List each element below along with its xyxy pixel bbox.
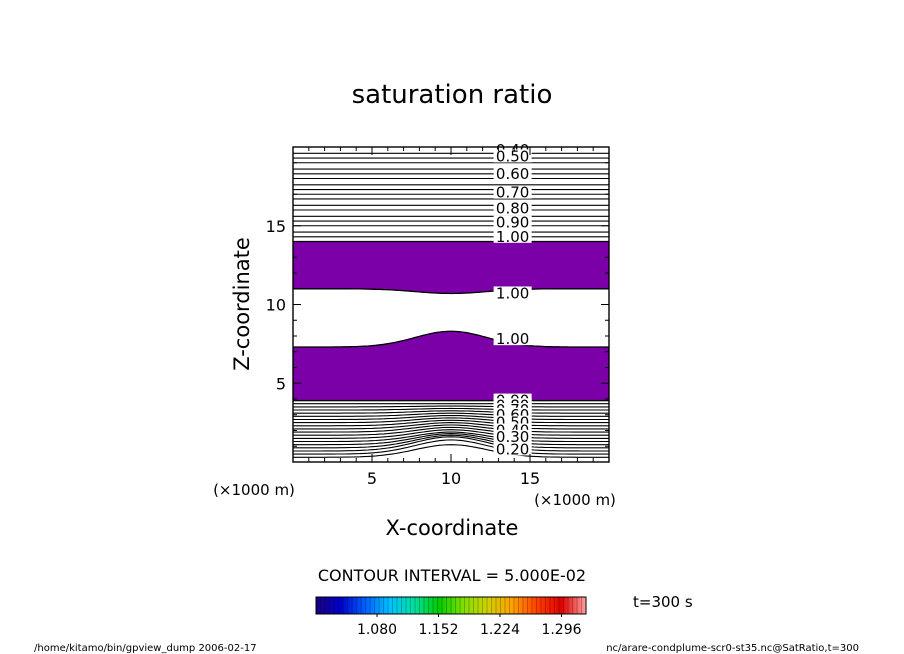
contour-line bbox=[293, 436, 609, 452]
z-tick-label: 15 bbox=[266, 217, 286, 236]
x-unit-label: (×1000 m) bbox=[534, 491, 616, 509]
contour-line bbox=[293, 417, 609, 424]
z-tick-label: 5 bbox=[276, 374, 286, 393]
contour-label-bg bbox=[493, 332, 532, 346]
time-label: t=300 s bbox=[633, 593, 693, 611]
contour-line bbox=[293, 288, 609, 295]
contour-line bbox=[293, 412, 609, 417]
contour-label-group: 0.20 bbox=[493, 440, 532, 458]
contour-line bbox=[293, 405, 609, 408]
contour-label-group: 1.00 bbox=[493, 330, 532, 348]
contour-label: 0.60 bbox=[496, 165, 529, 183]
z-axis-label: Z-coordinate bbox=[230, 237, 254, 371]
contour-label: 1.00 bbox=[496, 228, 529, 246]
contour-line bbox=[293, 429, 609, 439]
footer-left: /home/kitamo/bin/gpview_dump 2006-02-17 bbox=[34, 643, 257, 654]
x-tick-label: 15 bbox=[520, 469, 540, 488]
contour-line bbox=[293, 424, 609, 433]
contour-label-bg bbox=[493, 149, 532, 163]
contour-label-group: 0.70 bbox=[493, 184, 532, 202]
contour-label-bg bbox=[493, 229, 532, 243]
x-tick-label: 5 bbox=[367, 469, 377, 488]
contour-label-group: 0.80 bbox=[493, 199, 532, 217]
contour-label-bg bbox=[493, 215, 532, 229]
contour-line bbox=[293, 426, 609, 436]
colorbar-tick-label: 1.152 bbox=[418, 622, 458, 638]
colorbar: 1.080 1.152 1.224 1.296 bbox=[315, 596, 587, 638]
contour-label: 0.20 bbox=[496, 440, 529, 458]
z-tick-label: 10 bbox=[266, 296, 286, 315]
contour-label: 0.70 bbox=[496, 184, 529, 202]
footer-right: nc/arare-condplume-scr0-st35.nc@SatRatio… bbox=[606, 643, 859, 654]
contour-label: 0.30 bbox=[496, 428, 529, 446]
contour-label-bg bbox=[493, 201, 532, 215]
contour-line bbox=[293, 410, 609, 414]
colorbar-tick-label: 1.296 bbox=[541, 622, 581, 638]
contour-label: 0.50 bbox=[496, 147, 529, 165]
contour-label-group: 0.30 bbox=[493, 428, 532, 446]
contour-label: 1.00 bbox=[496, 330, 529, 348]
contour-line bbox=[293, 419, 609, 427]
contour-label: 1.00 bbox=[496, 284, 529, 302]
contour-label-group: 0.50 bbox=[493, 147, 532, 165]
contour-line bbox=[293, 414, 609, 421]
contour-line bbox=[293, 422, 609, 430]
shaded-region-upper bbox=[293, 241, 609, 294]
colorbar-tick-label: 1.080 bbox=[357, 622, 397, 638]
contour-label-group: 0.60 bbox=[493, 165, 532, 183]
contour-label-bg bbox=[493, 442, 532, 456]
colorbar-tick-label: 1.224 bbox=[480, 622, 520, 638]
contour-line bbox=[293, 439, 609, 455]
contour-label-bg bbox=[493, 166, 532, 180]
chart-title: saturation ratio bbox=[352, 80, 553, 110]
contour-line bbox=[293, 433, 609, 446]
contour-label-bg bbox=[493, 429, 532, 443]
plot-area: 0.400.500.600.700.800.901.001.001.000.90… bbox=[266, 141, 610, 488]
contour-label: 0.80 bbox=[496, 199, 529, 217]
x-axis-label: X-coordinate bbox=[386, 516, 519, 540]
contour-label-group: 1.00 bbox=[493, 228, 532, 246]
z-unit-label: (×1000 m) bbox=[213, 481, 295, 499]
shaded-region-lower bbox=[293, 331, 609, 401]
contour-line bbox=[293, 444, 609, 458]
contour-line bbox=[293, 330, 609, 348]
contour-line bbox=[293, 434, 609, 449]
contour-label-bg bbox=[493, 185, 532, 199]
contour-label-group: 0.90 bbox=[493, 214, 532, 232]
contour-label-bg bbox=[493, 286, 532, 300]
contour-interval-label: CONTOUR INTERVAL = 5.000E-02 bbox=[318, 566, 586, 585]
contour-line bbox=[293, 407, 609, 411]
contour-label-group: 1.00 bbox=[493, 284, 532, 302]
contour-line bbox=[293, 431, 609, 443]
x-tick-label: 10 bbox=[441, 469, 461, 488]
contour-label: 0.90 bbox=[496, 214, 529, 232]
